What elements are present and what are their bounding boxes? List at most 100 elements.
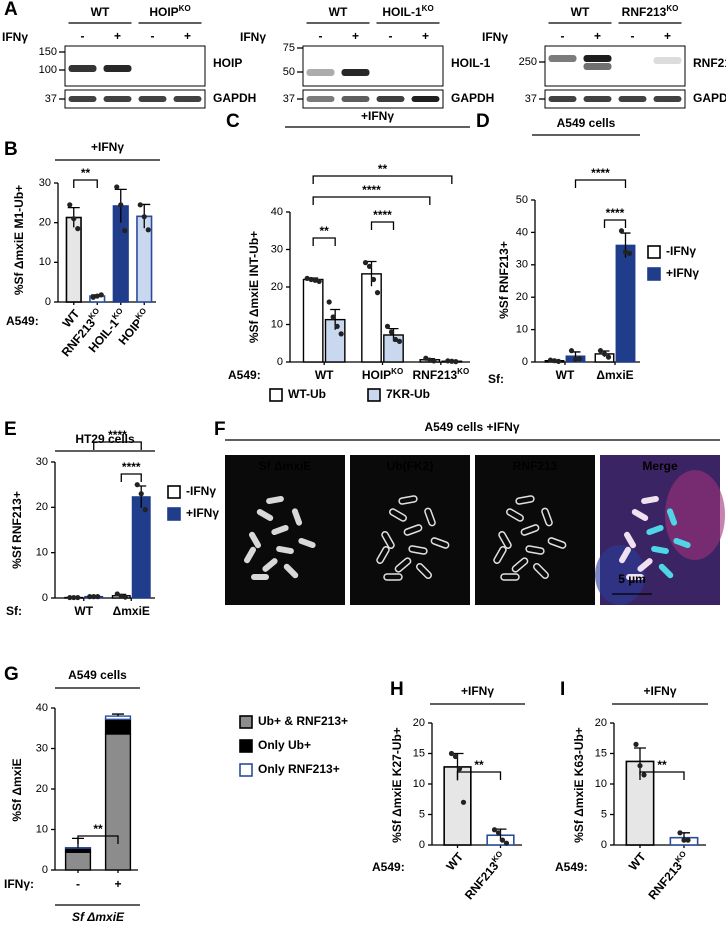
y-tick-label: 0 xyxy=(601,839,607,851)
data-point xyxy=(122,228,128,234)
data-point xyxy=(118,593,124,599)
marker-label: 37 xyxy=(525,93,537,105)
y-tick-label: 20 xyxy=(271,281,283,293)
target-label: GAPDH xyxy=(693,91,726,105)
bacterium xyxy=(493,546,507,564)
blot-band xyxy=(68,65,97,72)
x-tick-label: WT xyxy=(556,368,575,382)
x-tick-label: - xyxy=(76,877,80,891)
data-point xyxy=(384,323,391,329)
data-point xyxy=(445,358,451,364)
data-point xyxy=(71,594,77,601)
x-axis-prefix: A549: xyxy=(372,860,405,874)
genotype-label-sup: KO xyxy=(666,4,678,13)
data-point xyxy=(601,351,608,357)
microscopy-title: A549 cells +IFNγ xyxy=(424,420,519,434)
data-point xyxy=(75,594,81,601)
channel-label: Merge xyxy=(642,459,678,473)
blot-band xyxy=(618,96,647,102)
bar xyxy=(361,273,382,363)
error-bar xyxy=(112,713,124,717)
legend-label: Only Ub+ xyxy=(258,738,311,752)
data-point xyxy=(145,227,151,233)
lane-sign: + xyxy=(114,29,121,43)
data-point xyxy=(388,329,395,335)
micrograph-signal xyxy=(665,470,725,560)
data-point xyxy=(87,594,93,600)
bacterium xyxy=(389,508,407,522)
data-point xyxy=(312,277,318,283)
x-tick-label-sup: KO xyxy=(391,367,403,376)
y-tick-label: 20 xyxy=(595,717,607,729)
y-axis-label: %Sf RNF213+ xyxy=(10,491,24,569)
data-point xyxy=(677,830,683,836)
blot-band xyxy=(583,63,612,70)
bacterium xyxy=(515,495,535,505)
panel-letter: E xyxy=(4,419,17,440)
lane-sign: + xyxy=(664,29,671,43)
channel-label: Ub(FK2) xyxy=(387,459,434,473)
x-tick-label-main: + xyxy=(114,877,121,891)
bar-segment xyxy=(104,733,132,871)
lane-sign: - xyxy=(631,29,635,43)
lane-sign: - xyxy=(389,29,393,43)
bacterium xyxy=(244,546,256,564)
bacterium xyxy=(666,508,678,526)
data-point xyxy=(75,226,81,232)
significance-label: ** xyxy=(81,166,91,180)
data-point xyxy=(370,276,377,283)
legend-label: -IFNγ xyxy=(666,244,696,258)
bacterium xyxy=(424,507,436,527)
x-tick-label-main: WT xyxy=(315,368,334,382)
x-tick-label: ΔmxiE xyxy=(596,368,633,382)
legend-swatch xyxy=(167,507,181,521)
y-tick-label: 15 xyxy=(413,747,425,759)
data-point xyxy=(98,292,104,298)
significance-label: ** xyxy=(657,758,667,772)
data-point xyxy=(551,358,558,364)
bacterium xyxy=(547,537,567,549)
bacterium xyxy=(394,557,412,573)
panel-letter: D xyxy=(476,111,490,132)
y-tick-label: 10 xyxy=(595,778,607,790)
y-axis-label: %Sf ΔmxiE M1-Ub+ xyxy=(12,185,26,295)
lane-sign: + xyxy=(594,29,601,43)
legend-label: Ub+ & RNF213+ xyxy=(258,714,348,728)
chart-title: +IFNγ xyxy=(643,684,676,698)
channel-label: RNF213 xyxy=(513,459,558,473)
bar-segment xyxy=(104,718,132,735)
data-point xyxy=(362,260,369,266)
significance-bracket xyxy=(574,179,627,188)
chart-title: +IFNγ xyxy=(91,140,124,154)
blot-band xyxy=(306,96,335,102)
data-point xyxy=(67,202,73,208)
significance-label: **** xyxy=(373,208,392,222)
data-point xyxy=(114,591,120,597)
data-point xyxy=(137,202,143,208)
blot-band xyxy=(103,96,132,102)
x-tick-label-main: HOIP xyxy=(116,316,146,347)
blot-band xyxy=(583,96,612,102)
blot-band xyxy=(341,69,370,76)
legend-swatch xyxy=(167,485,181,499)
bacterium xyxy=(525,545,545,555)
lane-sign: + xyxy=(422,29,429,43)
significance-bracket xyxy=(73,179,98,188)
lane-sign: + xyxy=(184,29,191,43)
bacterium xyxy=(256,509,274,521)
y-tick-label: 10 xyxy=(413,778,425,790)
bacterium xyxy=(266,495,284,505)
x-tick-label: ΔmxiE xyxy=(113,604,150,618)
significance-bracket xyxy=(312,196,431,205)
bacterium xyxy=(673,537,691,549)
bacterium xyxy=(251,574,269,580)
legend-label: -IFNγ xyxy=(186,484,216,498)
marker-label: 37 xyxy=(283,93,295,105)
blot-band xyxy=(103,65,132,72)
x-tick-label-main: ΔmxiE xyxy=(596,368,633,382)
data-point xyxy=(449,358,455,364)
data-point xyxy=(95,594,101,600)
data-point xyxy=(597,348,604,354)
data-point xyxy=(637,763,643,769)
